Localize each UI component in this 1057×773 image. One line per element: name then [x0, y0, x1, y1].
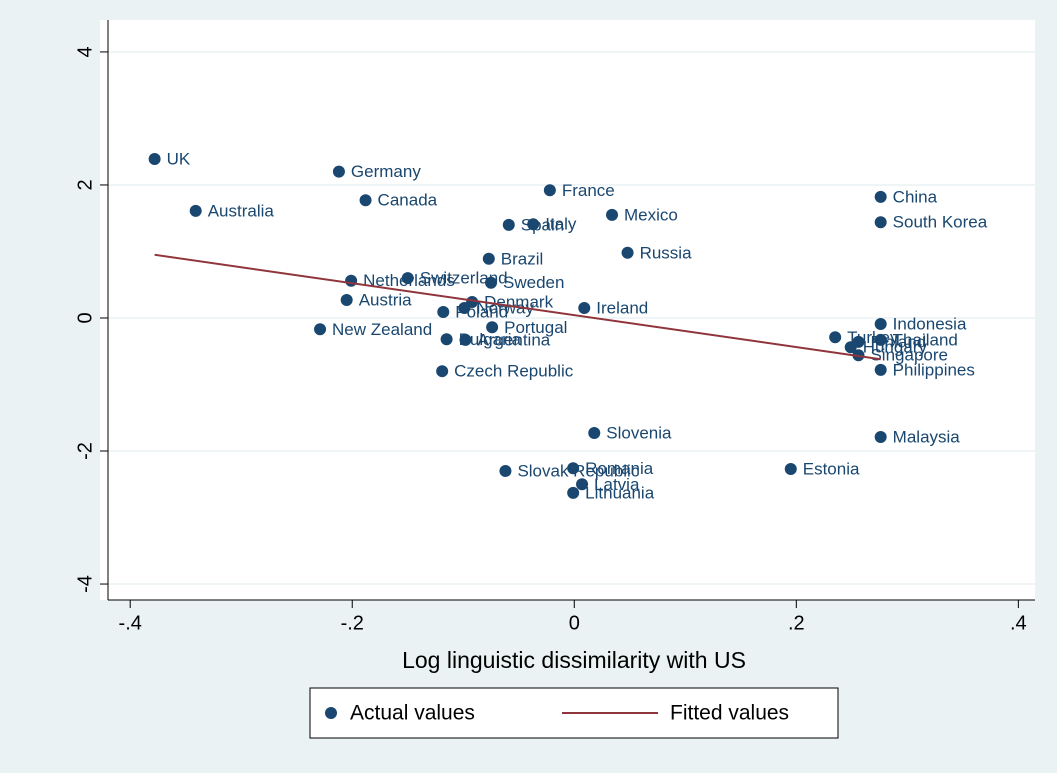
legend-marker — [325, 707, 337, 719]
y-tick-label: 2 — [74, 179, 96, 190]
point — [829, 331, 842, 344]
point — [401, 272, 414, 285]
point-label: Lithuania — [585, 483, 655, 502]
point — [567, 486, 580, 499]
point — [874, 190, 887, 203]
point-label: Slovak Republic — [517, 461, 639, 480]
legend-label: Actual values — [350, 702, 475, 725]
point-label: Canada — [378, 191, 438, 210]
point-label: Indonesia — [893, 314, 967, 333]
plot-area — [100, 20, 1035, 600]
point — [148, 153, 161, 166]
point — [844, 341, 857, 354]
point — [314, 323, 327, 336]
point — [874, 333, 887, 346]
point-label: UK — [167, 149, 191, 168]
x-tick-label: 0 — [569, 612, 580, 634]
point-label: Philippines — [893, 360, 975, 379]
point — [874, 317, 887, 330]
y-tick-label: -4 — [74, 575, 96, 593]
x-axis-label: Log linguistic dissimilarity with US — [402, 647, 746, 673]
fitted-line — [154, 253, 881, 361]
point — [621, 246, 634, 259]
point — [437, 305, 450, 318]
point — [606, 208, 619, 221]
point — [458, 302, 471, 315]
point-label: Hungary — [863, 338, 928, 357]
point — [874, 216, 887, 229]
point-label: Slovenia — [606, 424, 672, 443]
x-tick-label: .2 — [788, 612, 805, 634]
point-label: Malaysia — [893, 428, 961, 447]
point-label: Ireland — [596, 298, 648, 317]
point-label: Mexico — [624, 205, 678, 224]
point — [332, 165, 345, 178]
point-label: Austria — [359, 291, 412, 310]
point — [576, 478, 589, 491]
point — [874, 363, 887, 376]
point-label: Argentina — [477, 330, 550, 349]
x-tick-label: .4 — [1010, 612, 1027, 634]
point — [874, 431, 887, 444]
point — [436, 365, 449, 378]
point — [502, 218, 515, 231]
point-label: New Zealand — [332, 320, 432, 339]
point — [485, 276, 498, 289]
point-label: Sweden — [503, 273, 564, 292]
point-label: France — [562, 181, 615, 200]
point — [359, 194, 372, 207]
point-label: Netherlands — [363, 271, 455, 290]
point — [340, 294, 353, 307]
point — [189, 204, 202, 217]
point-label: Thailand — [893, 330, 958, 349]
point — [567, 462, 580, 475]
point — [499, 464, 512, 477]
point — [527, 218, 540, 231]
point-label: Germany — [351, 162, 421, 181]
point — [459, 333, 472, 346]
x-tick-label: -.4 — [119, 612, 142, 634]
point-label: South Korea — [893, 213, 988, 232]
y-tick-label: 0 — [74, 312, 96, 323]
point-label: Finland — [870, 332, 926, 351]
point-label: Romania — [585, 459, 654, 478]
legend-label: Fitted values — [670, 702, 789, 725]
point — [784, 462, 797, 475]
point-label: Poland — [455, 302, 508, 321]
point-label: Australia — [208, 201, 275, 220]
point — [440, 333, 453, 346]
point — [486, 321, 499, 334]
y-tick-label: -2 — [74, 442, 96, 460]
point-label: Estonia — [803, 459, 860, 478]
point — [482, 252, 495, 265]
point-label: Bulgaria — [459, 330, 522, 349]
point — [345, 274, 358, 287]
y-tick-label: 4 — [74, 46, 96, 57]
point-label: Portugal — [504, 318, 567, 337]
point-label: Denmark — [484, 293, 553, 312]
point-label: Latvia — [594, 475, 640, 494]
point-label: China — [893, 187, 938, 206]
point-label: Singapore — [870, 346, 948, 365]
point — [578, 302, 591, 315]
point-label: Czech Republic — [454, 362, 574, 381]
point-label: Brazil — [501, 249, 544, 268]
point — [543, 184, 556, 197]
point-label: Russia — [640, 243, 693, 262]
point — [588, 427, 601, 440]
point-label: Italy — [545, 215, 577, 234]
x-tick-label: -.2 — [341, 612, 364, 634]
